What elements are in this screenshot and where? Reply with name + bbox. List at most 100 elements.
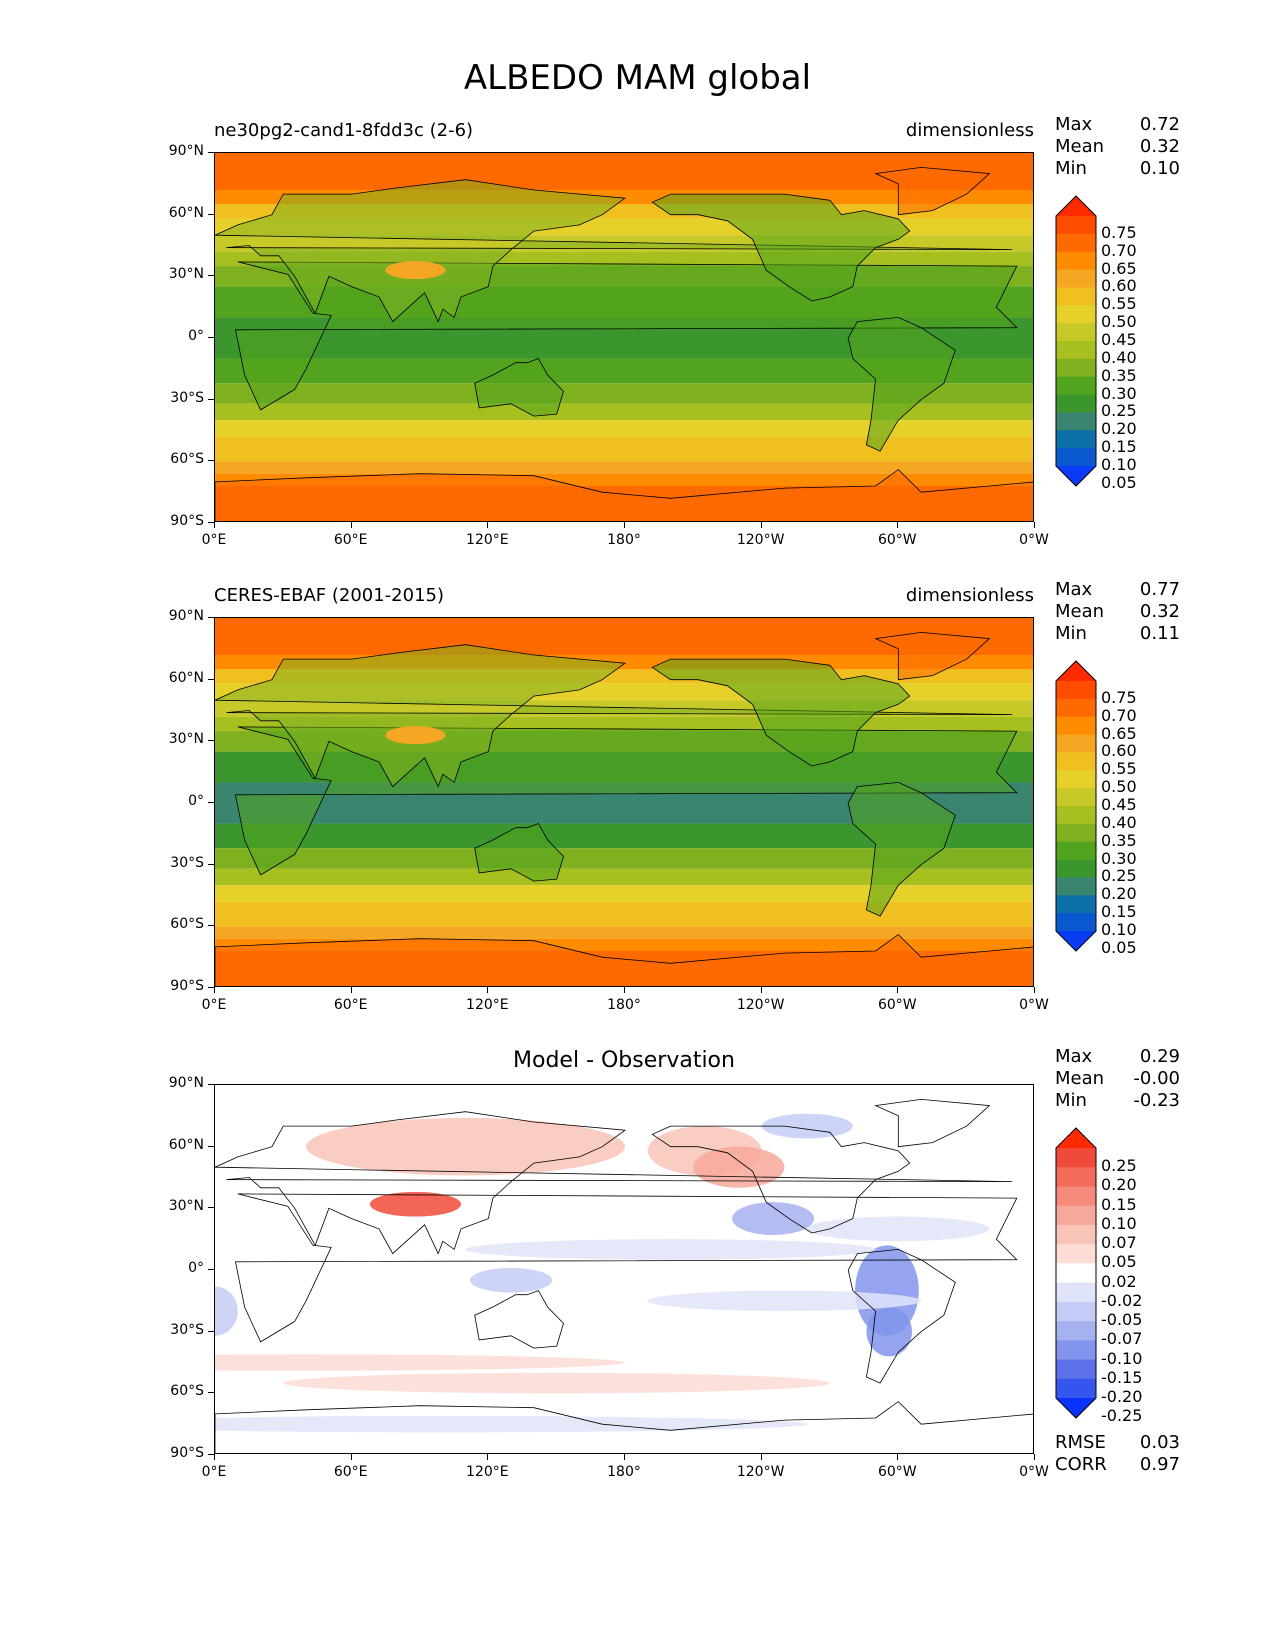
stat-label: Min bbox=[1055, 158, 1087, 179]
coastline-north-america bbox=[651, 1125, 911, 1234]
colorbar-tick-label: 0.20 bbox=[1101, 1175, 1137, 1195]
colorbar-segment bbox=[1056, 1282, 1096, 1303]
x-tick-label: 60°E bbox=[333, 1464, 368, 1480]
stat-row: Mean -0.00 bbox=[1055, 1068, 1180, 1090]
x-tick-label: 0°E bbox=[201, 997, 227, 1013]
stat-label: Max bbox=[1055, 1046, 1093, 1067]
latitude-band bbox=[215, 848, 1033, 869]
colorbar-segment bbox=[1056, 466, 1096, 486]
latitude-band bbox=[215, 403, 1033, 421]
colorbar bbox=[1055, 1127, 1097, 1419]
colorbar-tick-label: 0.35 bbox=[1101, 365, 1137, 385]
y-tick-label: 60°N bbox=[168, 669, 204, 686]
continent-north-america bbox=[651, 193, 911, 302]
metric-label: CORR bbox=[1055, 1454, 1107, 1475]
x-tick-mark bbox=[624, 987, 625, 993]
colorbar-tick-label: -0.15 bbox=[1101, 1367, 1143, 1387]
y-tick-label: 90°S bbox=[170, 978, 204, 994]
x-tick-mark bbox=[487, 522, 489, 528]
x-tick-mark bbox=[214, 1454, 215, 1460]
stat-value: 0.29 bbox=[1139, 1046, 1180, 1067]
colorbar-tick-label: 0.07 bbox=[1101, 1233, 1137, 1253]
colorbar-segment bbox=[1056, 1148, 1096, 1168]
colorbar-segment bbox=[1056, 323, 1096, 342]
map-svg bbox=[215, 153, 1033, 521]
colorbar-tick-label: 0.05 bbox=[1101, 937, 1137, 957]
x-tick-mark bbox=[214, 522, 215, 528]
continent-antarctica bbox=[215, 469, 1033, 521]
stat-row: Max 0.77 bbox=[1055, 579, 1180, 601]
x-tick-mark bbox=[1034, 1454, 1035, 1460]
colorbar-tick-label: 0.50 bbox=[1101, 777, 1137, 797]
metric-value: 0.97 bbox=[1139, 1454, 1180, 1475]
latitude-band bbox=[215, 901, 1033, 927]
colorbar-tick-label: 0.02 bbox=[1101, 1271, 1137, 1291]
stat-row: Min -0.23 bbox=[1055, 1090, 1180, 1112]
statistics-block: Max 0.29 Mean -0.00 Min -0.23 bbox=[1055, 1046, 1180, 1112]
colorbar-tick-label: 0.05 bbox=[1101, 1252, 1137, 1272]
colorbar-tick-label: -0.02 bbox=[1101, 1290, 1143, 1310]
x-tick-label: 0°W bbox=[1019, 1464, 1049, 1480]
colorbar-segment bbox=[1056, 770, 1096, 789]
y-tick-label: 60°N bbox=[168, 204, 204, 221]
coastline-africa bbox=[235, 1193, 1018, 1343]
x-tick-mark bbox=[350, 522, 352, 528]
colorbar-segment bbox=[1056, 287, 1096, 306]
map-plot-area bbox=[214, 152, 1034, 522]
x-tick-mark bbox=[897, 987, 899, 993]
stat-label: Max bbox=[1055, 114, 1093, 135]
difference-region bbox=[866, 1307, 912, 1357]
latitude-band bbox=[215, 436, 1033, 462]
colorbar-tick-label: 0.15 bbox=[1101, 902, 1137, 922]
stat-value: -0.00 bbox=[1133, 1068, 1180, 1089]
y-tick-label: 60°S bbox=[170, 916, 204, 933]
colorbar-tick-label: 0.75 bbox=[1101, 687, 1137, 707]
colorbar-segment bbox=[1056, 913, 1096, 932]
colorbar-tick-label: 0.45 bbox=[1101, 330, 1137, 349]
colorbar-segment bbox=[1056, 305, 1096, 324]
colorbar-tick-label: -0.07 bbox=[1101, 1329, 1143, 1349]
colorbar-tick-label: 0.15 bbox=[1101, 437, 1137, 457]
x-tick-label: 180° bbox=[607, 997, 641, 1013]
colorbar-tick-label: 0.70 bbox=[1101, 240, 1137, 260]
colorbar-segment bbox=[1056, 341, 1096, 360]
colorbar-segment bbox=[1056, 1378, 1096, 1399]
colorbar-segment bbox=[1056, 1263, 1096, 1284]
colorbar-tick-label: 0.25 bbox=[1101, 866, 1137, 886]
continent-south-america bbox=[847, 316, 956, 452]
stat-row: Mean 0.32 bbox=[1055, 136, 1180, 158]
continent-greenland bbox=[874, 631, 991, 681]
y-tick-mark bbox=[208, 863, 214, 865]
colorbar-tick-label: 0.55 bbox=[1101, 294, 1137, 314]
colorbar-outline bbox=[1055, 660, 1097, 952]
x-tick-label: 60°E bbox=[333, 997, 368, 1013]
tibet-plateau-feature bbox=[385, 261, 446, 280]
colorbar-segment bbox=[1056, 216, 1096, 235]
metric-label: RMSE bbox=[1055, 1432, 1106, 1453]
x-tick-label: 60°W bbox=[877, 532, 917, 548]
difference-region bbox=[807, 1216, 990, 1242]
colorbar-tick-label: 0.40 bbox=[1101, 347, 1137, 367]
y-tick-label: 30°N bbox=[168, 266, 204, 283]
colorbar-segment bbox=[1056, 931, 1096, 951]
colorbar-tick-label: 0.15 bbox=[1101, 1194, 1137, 1214]
figure-title: ALBEDO MAM global bbox=[463, 58, 812, 98]
y-tick-mark bbox=[208, 617, 214, 618]
statistics-block: Max 0.72 Mean 0.32 Min 0.10 bbox=[1055, 114, 1180, 180]
y-tick-label: 90°N bbox=[168, 608, 204, 624]
x-tick-label: 0°E bbox=[201, 532, 227, 548]
y-tick-mark bbox=[208, 398, 214, 400]
stat-label: Mean bbox=[1055, 601, 1105, 622]
stat-label: Mean bbox=[1055, 136, 1105, 157]
colorbar bbox=[1055, 195, 1097, 487]
x-tick-label: 0°W bbox=[1019, 532, 1049, 548]
latitude-band bbox=[215, 383, 1033, 404]
map-plot-area bbox=[214, 1084, 1034, 1454]
x-tick-mark bbox=[214, 987, 215, 993]
x-tick-label: 0°W bbox=[1019, 997, 1049, 1013]
colorbar-segment bbox=[1056, 430, 1096, 449]
x-tick-mark bbox=[1034, 522, 1035, 528]
x-tick-mark bbox=[350, 987, 352, 993]
stat-value: 0.32 bbox=[1139, 601, 1180, 622]
colorbar-tick-label: 0.50 bbox=[1101, 312, 1137, 332]
